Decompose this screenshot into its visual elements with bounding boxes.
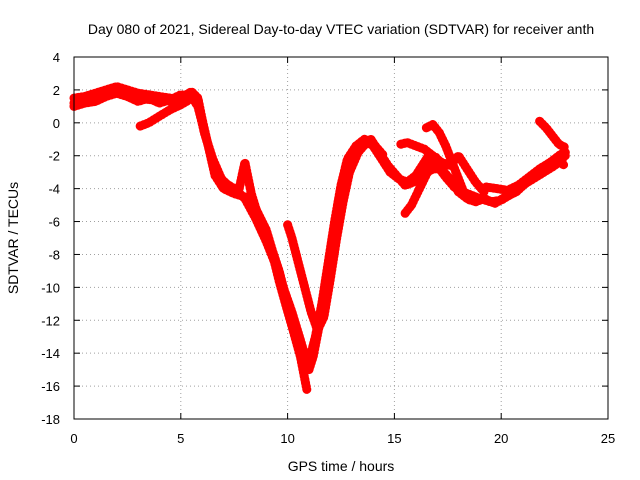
y-axis-label: SDTVAR / TECUs — [5, 182, 21, 294]
x-tick-label: 15 — [387, 431, 401, 446]
y-tick-label: -4 — [48, 182, 60, 197]
y-tick-label: -8 — [48, 247, 60, 262]
x-tick-label: 0 — [70, 431, 77, 446]
y-tick-label: -10 — [41, 280, 60, 295]
sdtvar-series-5-markers — [396, 138, 489, 197]
sdtvar-series-9-markers — [481, 147, 570, 195]
sdtvar-series-6-markers — [400, 151, 442, 218]
y-tick-label: 4 — [53, 50, 60, 65]
y-tick-label: 2 — [53, 83, 60, 98]
axis-ticks: 0 5 10 15 20 25 -18 -16 -14 -12 -10 -8 -6 -4 -2 0 2 4 — [41, 50, 615, 446]
y-tick-label: 0 — [53, 116, 60, 131]
x-tick-label: 10 — [280, 431, 294, 446]
sdtvar-series-2-markers — [69, 82, 312, 394]
data-series — [69, 82, 570, 394]
chart-title: Day 080 of 2021, Sidereal Day-to-day VTE… — [88, 21, 594, 37]
plot-frame — [73, 56, 609, 420]
y-tick-label: -18 — [41, 412, 60, 427]
x-tick-label: 25 — [601, 431, 615, 446]
sdtvar-series-8-markers — [535, 116, 570, 152]
y-tick-label: -16 — [41, 379, 60, 394]
sdtvar-series-3-markers — [283, 138, 389, 335]
y-tick-label: -2 — [48, 149, 60, 164]
y-tick-label: -12 — [41, 313, 60, 328]
sdtvar-series-4-markers — [135, 95, 194, 131]
y-tick-label: -6 — [48, 215, 60, 230]
sdtvar-series-7-markers — [421, 120, 476, 207]
x-tick-label: 5 — [177, 431, 184, 446]
x-axis-label: GPS time / hours — [288, 458, 395, 474]
x-tick-label: 20 — [494, 431, 508, 446]
y-tick-label: -14 — [41, 346, 60, 361]
